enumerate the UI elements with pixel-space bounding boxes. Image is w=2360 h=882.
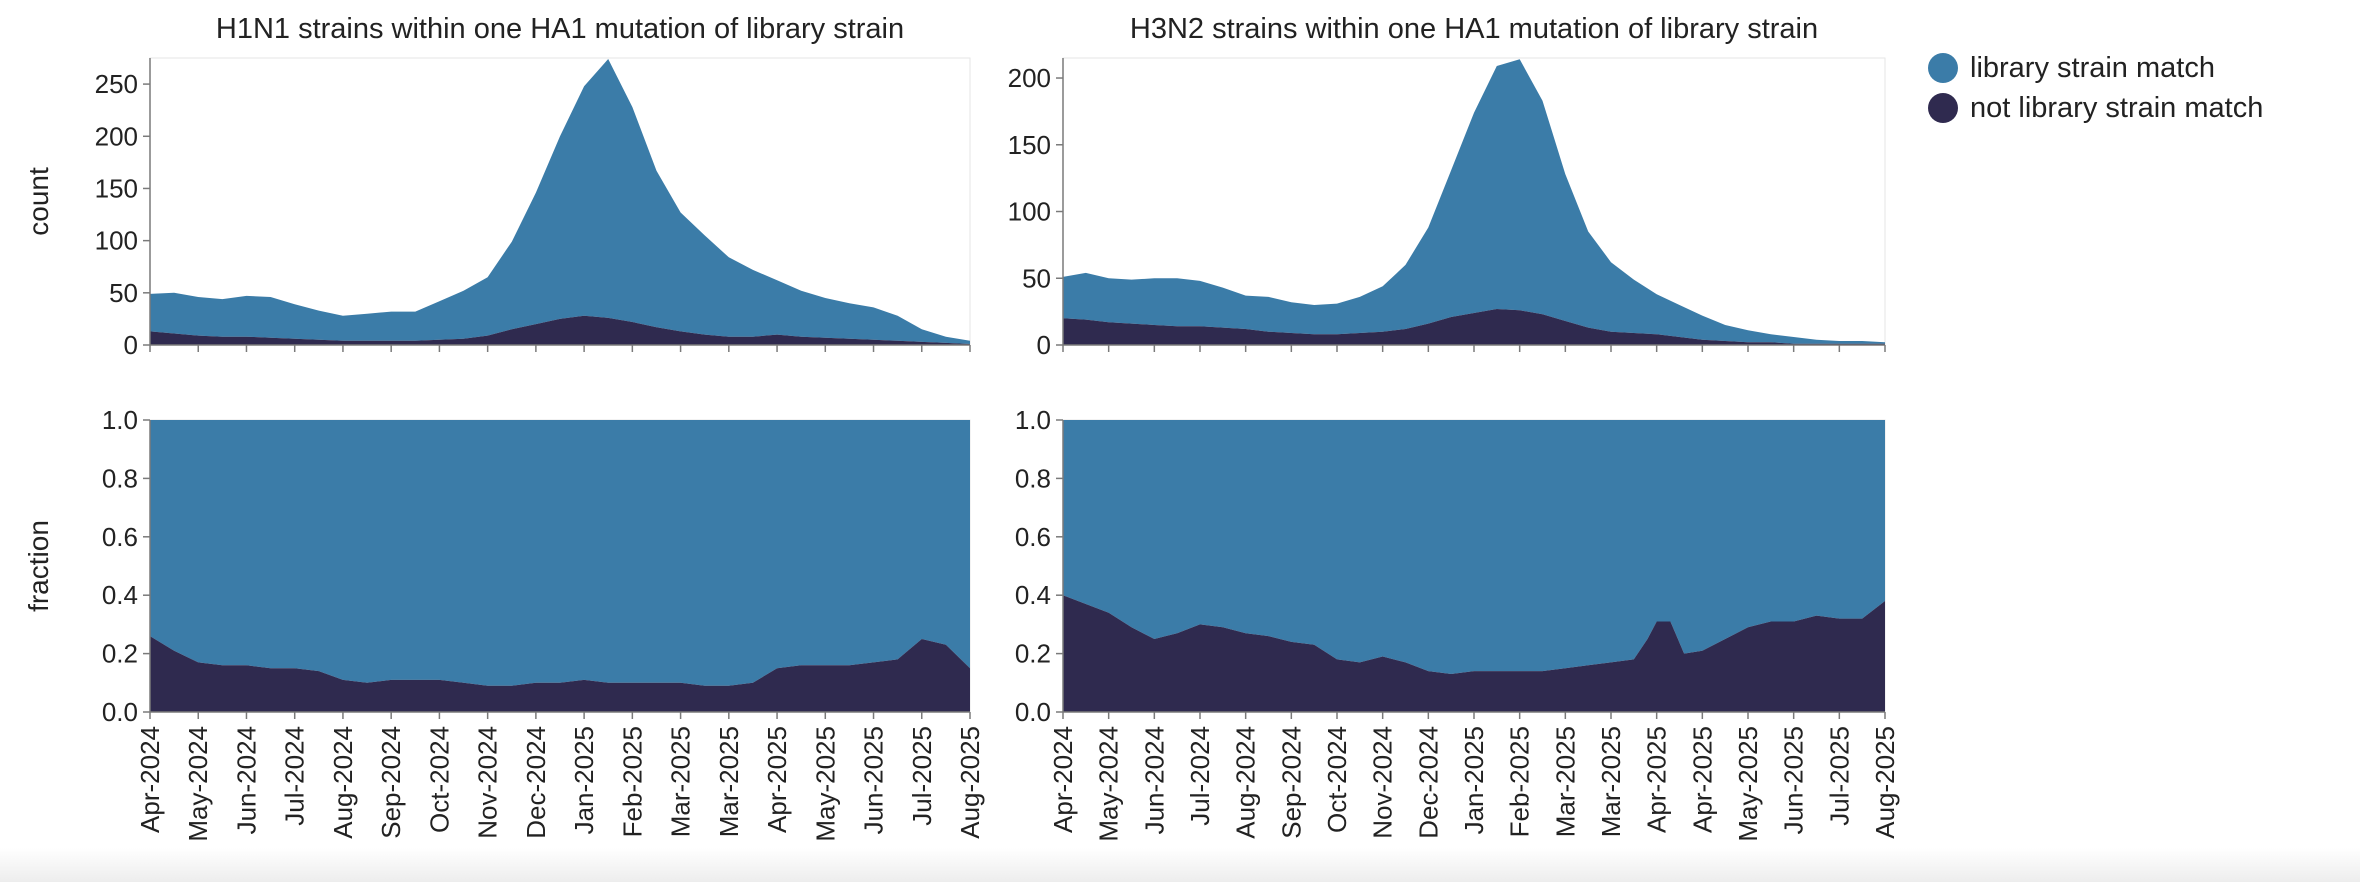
h1n1-count-y-tick-label: 50 <box>109 278 138 308</box>
h3n2-fraction-x-tick-label: Apr-2025 <box>1687 726 1717 833</box>
h3n2-fraction-x-tick-label: Mar-2025 <box>1596 726 1626 837</box>
legend-label-not-library-match: not library strain match <box>1970 91 2264 124</box>
h1n1-fraction-series-not-library-match <box>150 636 970 712</box>
h1n1-fraction-x-tick-label: Jan-2025 <box>569 726 599 834</box>
h1n1-count-y-tick-label: 100 <box>95 226 138 256</box>
h1n1-fraction-x-tick-label: Jul-2024 <box>280 726 310 826</box>
h3n2-fraction-x-tick-label: Dec-2024 <box>1413 726 1443 839</box>
h1n1-fraction-x-tick-label: May-2025 <box>810 726 840 842</box>
h3n2-fraction-y-tick-label: 0.0 <box>1015 697 1051 727</box>
h3n2-fraction-x-tick-label: Apr-2025 <box>1642 726 1672 833</box>
h1n1-fraction-x-tick-label: Feb-2025 <box>617 726 647 837</box>
h1n1-fraction-y-tick-label: 0.4 <box>102 580 138 610</box>
h1n1-fraction-x-tick-label: Mar-2025 <box>714 726 744 837</box>
h3n2-fraction-x-tick-label: Jan-2025 <box>1459 726 1489 834</box>
h3n2-fraction-y-tick-label: 0.4 <box>1015 580 1051 610</box>
h3n2-fraction-y-tick-label: 0.2 <box>1015 639 1051 669</box>
h3n2-fraction-x-tick-label: Mar-2025 <box>1550 726 1580 837</box>
h1n1-fraction-y-tick-label: 1.0 <box>102 405 138 435</box>
h3n2-fraction-series-library-match <box>1063 420 1885 674</box>
h1n1-count-y-tick-label: 250 <box>95 69 138 99</box>
h1n1-fraction-x-tick-label: Nov-2024 <box>473 726 503 839</box>
h1n1-fraction-x-tick-label: Aug-2025 <box>955 726 985 839</box>
h3n2-count-y-tick-label: 200 <box>1008 63 1051 93</box>
h3n2-fraction-x-tick-label: Aug-2024 <box>1231 726 1261 839</box>
legend-swatch-not-library-match <box>1928 93 1958 123</box>
h1n1-fraction-y-tick-label: 0.2 <box>102 639 138 669</box>
h3n2-fraction-x-tick-label: Nov-2024 <box>1368 726 1398 839</box>
h1n1-count-series-not-library-match <box>150 315 970 345</box>
legend-swatch-library-match <box>1928 53 1958 83</box>
h1n1-count-series-library-match <box>150 59 970 344</box>
h1n1-fraction-x-tick-label: Jun-2024 <box>231 726 261 834</box>
h3n2-fraction-x-tick-label: Aug-2025 <box>1870 726 1900 839</box>
h1n1-fraction-x-tick-label: Dec-2024 <box>521 726 551 839</box>
h1n1-fraction-x-tick-label: Apr-2025 <box>762 726 792 833</box>
h3n2-fraction-x-tick-label: Feb-2025 <box>1505 726 1535 837</box>
h1n1-fraction-x-tick-label: Jul-2025 <box>907 726 937 826</box>
h3n2-count-y-tick-label: 0 <box>1037 330 1051 360</box>
h1n1-fraction-x-tick-label: Jun-2025 <box>859 726 889 834</box>
h3n2-fraction-y-tick-label: 0.8 <box>1015 463 1051 493</box>
h3n2-fraction-x-tick-label: Oct-2024 <box>1322 726 1352 833</box>
h1n1-count-y-tick-label: 200 <box>95 121 138 151</box>
legend-label-library-match: library strain match <box>1970 51 2215 84</box>
h3n2-fraction-x-tick-label: May-2024 <box>1094 726 1124 842</box>
h1n1-fraction-y-tick-label: 0.6 <box>102 522 138 552</box>
h1n1-fraction-x-tick-label: Aug-2024 <box>328 726 358 839</box>
h3n2-fraction-y-tick-label: 0.6 <box>1015 522 1051 552</box>
h1n1-fraction-x-tick-label: Mar-2025 <box>666 726 696 837</box>
h1n1-count-y-label: count <box>23 167 54 236</box>
h3n2-fraction-x-tick-label: Jun-2025 <box>1779 726 1809 834</box>
h1n1-fraction-x-tick-label: Oct-2024 <box>424 726 454 833</box>
h3n2-fraction-x-tick-label: Jun-2024 <box>1139 726 1169 834</box>
h3n2-fraction-x-tick-label: May-2025 <box>1733 726 1763 842</box>
h1n1-fraction-y-label: fraction <box>23 520 54 612</box>
h3n2-count-y-tick-label: 150 <box>1008 130 1051 160</box>
legend-item-not-library-match: not library strain match <box>1928 88 2263 128</box>
h3n2-fraction-x-tick-label: Jul-2025 <box>1824 726 1854 826</box>
h3n2-fraction-x-tick-label: Apr-2024 <box>1048 726 1078 833</box>
h3n2-fraction-x-tick-label: Jul-2024 <box>1185 726 1215 826</box>
h3n2-count-title: H3N2 strains within one HA1 mutation of … <box>1130 13 1818 45</box>
h3n2-count-series-library-match <box>1063 59 1885 344</box>
h1n1-count-title: H1N1 strains within one HA1 mutation of … <box>216 13 904 45</box>
h1n1-count-y-tick-label: 0 <box>124 330 138 360</box>
h1n1-fraction-y-tick-label: 0.0 <box>102 697 138 727</box>
legend-item-library-match: library strain match <box>1928 48 2263 88</box>
h3n2-fraction-series-not-library-match <box>1063 595 1885 712</box>
h1n1-fraction-x-tick-label: Apr-2024 <box>135 726 165 833</box>
h3n2-count-y-tick-label: 100 <box>1008 197 1051 227</box>
h3n2-fraction-x-tick-label: Sep-2024 <box>1276 726 1306 839</box>
h1n1-count-y-tick-label: 150 <box>95 173 138 203</box>
h1n1-fraction-y-tick-label: 0.8 <box>102 463 138 493</box>
h3n2-count-y-tick-label: 50 <box>1022 263 1051 293</box>
h1n1-fraction-x-tick-label: Sep-2024 <box>376 726 406 839</box>
legend: library strain match not library strain … <box>1928 48 2263 128</box>
h3n2-fraction-y-tick-label: 1.0 <box>1015 405 1051 435</box>
h1n1-fraction-x-tick-label: May-2024 <box>183 726 213 842</box>
h3n2-count-series-not-library-match <box>1063 309 1885 345</box>
h1n1-fraction-series-library-match <box>150 420 970 686</box>
